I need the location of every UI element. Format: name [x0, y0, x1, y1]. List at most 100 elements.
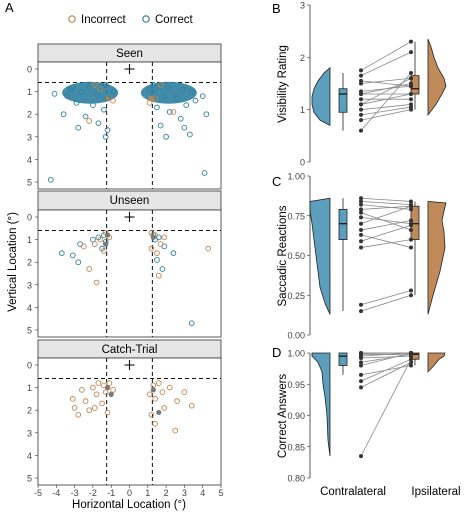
incorrect-point	[97, 236, 104, 243]
incorrect-point	[155, 380, 162, 386]
contralateral-point	[359, 78, 363, 83]
paired-line	[360, 205, 412, 225]
incorrect-point	[161, 405, 168, 411]
contralateral-point	[359, 309, 363, 314]
correct-point	[69, 252, 76, 259]
correct-point	[183, 102, 190, 109]
contralateral-point	[359, 118, 363, 123]
ipsilateral-point	[409, 218, 413, 223]
y-tick-label: 5	[27, 178, 32, 188]
correct-point	[201, 170, 208, 176]
paired-line	[360, 294, 412, 312]
correct-point	[86, 84, 93, 90]
paired-line	[360, 204, 412, 210]
ipsilateral-point	[409, 50, 413, 55]
panel-b-visibility-chart: 0 1 2 3	[300, 1, 447, 168]
ipsilateral-point	[409, 71, 413, 76]
correct-point	[163, 133, 169, 140]
facet-panel-seen	[37, 61, 222, 190]
y-tick-label: 5	[27, 474, 32, 484]
mean-point	[150, 234, 156, 240]
facet-title-catch-trial: Catch-Trial	[102, 344, 158, 356]
correct-point	[104, 127, 111, 133]
ipsilateral-point	[409, 76, 413, 81]
ipsilateral-point	[409, 102, 413, 107]
incorrect-point	[91, 81, 98, 88]
paired-line	[360, 80, 412, 87]
ipsilateral-point	[409, 288, 413, 293]
incorrect-point	[93, 279, 100, 286]
contralateral-point	[359, 196, 363, 201]
y-tick-label: 0.80	[287, 474, 305, 484]
incorrect-point	[86, 118, 93, 124]
facet-title-seen: Seen	[116, 48, 143, 60]
correct-point	[146, 86, 153, 93]
ipsilateral-point	[409, 97, 413, 102]
correct-point	[79, 88, 85, 95]
correct-point	[51, 91, 58, 97]
correct-point	[75, 124, 82, 131]
y-tick-label: 0.00	[287, 331, 305, 341]
correct-point	[75, 259, 82, 266]
contralateral-point	[359, 239, 363, 244]
panel-c-y-axis-label: Saccadic Reactions	[277, 205, 289, 306]
incorrect-point	[75, 411, 82, 418]
contralateral-point	[359, 112, 363, 117]
correct-point	[150, 81, 157, 88]
contralateral-point	[359, 356, 363, 360]
correct-point	[47, 176, 54, 183]
y-tick-label: 2	[27, 110, 32, 120]
contralateral-violin	[309, 197, 331, 315]
incorrect-point	[86, 266, 93, 272]
contralateral-point	[359, 232, 363, 237]
ipsilateral-point	[409, 84, 413, 89]
correct-point	[154, 104, 160, 111]
mean-point	[150, 387, 156, 393]
ipsilateral-point	[409, 204, 413, 209]
y-tick-label: 1	[27, 383, 32, 393]
y-tick-label: 0.25	[287, 291, 305, 301]
x-tick-label: -1	[107, 488, 115, 498]
contralateral-point	[359, 207, 363, 212]
incorrect-point	[99, 400, 105, 407]
paired-line	[360, 216, 412, 225]
y-tick-label: 3	[27, 428, 32, 438]
incorrect-point	[152, 420, 158, 427]
paired-line	[360, 77, 412, 84]
correct-point	[58, 250, 65, 257]
incorrect-point	[188, 402, 195, 409]
panel-letter-a: A	[5, 0, 14, 15]
correct-point	[179, 86, 186, 93]
paired-line	[360, 51, 412, 77]
ipsilateral-violin	[427, 38, 447, 117]
correct-point	[187, 131, 193, 138]
paired-line	[360, 41, 412, 71]
correct-point	[165, 84, 171, 90]
contralateral-violin	[311, 66, 331, 127]
correct-point	[166, 109, 173, 115]
incorrect-point	[181, 389, 188, 395]
incorrect-point	[205, 245, 212, 252]
paired-line	[360, 352, 412, 366]
x-tick-label: -3	[71, 488, 79, 498]
contralateral-point	[359, 372, 363, 377]
paired-line	[360, 85, 412, 92]
correct-point	[199, 93, 206, 99]
correct-point	[64, 93, 71, 99]
category-label-ipsilateral: Ipsilateral	[411, 486, 460, 498]
contralateral-violin	[311, 352, 331, 457]
legend-correct-label: Correct	[155, 14, 194, 26]
incorrect-point	[152, 396, 158, 402]
x-tick-label: 3	[182, 488, 187, 498]
ipsilateral-point	[409, 207, 413, 212]
panel-c-saccadic-chart: 0.00 0.25 0.50 0.75 1.00	[287, 172, 447, 341]
x-tick-label: 1	[145, 488, 150, 498]
panel-letter-b: B	[272, 1, 281, 16]
ipsilateral-point	[409, 237, 413, 242]
contralateral-box	[338, 208, 348, 240]
incorrect-point	[91, 241, 98, 247]
incorrect-point	[159, 389, 166, 395]
contralateral-box	[338, 352, 348, 366]
incorrect-point	[155, 272, 162, 279]
x-tick-label: -4	[52, 488, 60, 498]
